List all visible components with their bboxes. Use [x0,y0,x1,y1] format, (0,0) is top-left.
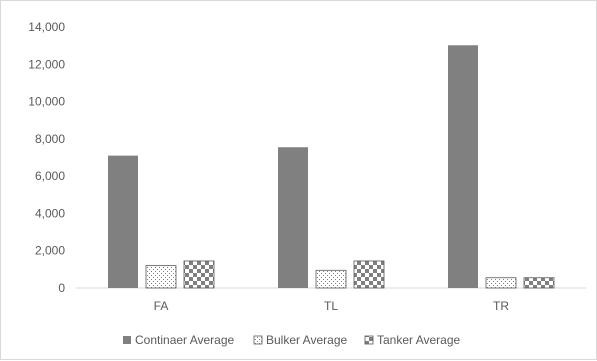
bar-tr-tanker-average [523,277,555,289]
y-tick-label: 14,000 [28,20,65,34]
y-tick-label: 8,000 [35,132,65,146]
y-tick-label: 2,000 [35,244,65,258]
y-tick-label: 4,000 [35,206,65,220]
y-axis-tick-labels: 0 2,000 4,000 6,000 8,000 10,000 12,000 14,000 [28,20,65,295]
y-tick-label: 12,000 [28,57,65,71]
bar-fa-tanker-average [183,260,215,289]
bar-fa-continaer-average [108,155,138,288]
legend-swatch-bulker-average [253,335,263,345]
x-axis-tick-labels: FA TL TR [154,299,510,313]
legend-label: Continaer Average [135,333,235,347]
y-tick-label: 6,000 [35,169,65,183]
legend-swatch-tanker-average [364,335,374,345]
bars [108,45,555,289]
bar-fa-bulker-average [145,265,177,289]
x-tick-label: TL [324,299,338,313]
legend-label: Tanker Average [377,333,460,347]
x-tick-label: FA [154,299,169,313]
y-tick-label: 10,000 [28,95,65,109]
legend: Continaer Average Bulker Average Tanker Av… [123,333,460,347]
bar-tl-tanker-average [353,260,385,289]
legend-label: Bulker Average [266,333,347,347]
bar-tr-continaer-average [448,45,478,288]
bar-tl-continaer-average [278,147,308,288]
legend-swatch-continaer-average [123,336,131,344]
y-tick-label: 0 [58,281,65,295]
bar-tr-bulker-average [485,277,517,289]
bar-tl-bulker-average [315,269,347,289]
x-tick-label: TR [493,299,509,313]
